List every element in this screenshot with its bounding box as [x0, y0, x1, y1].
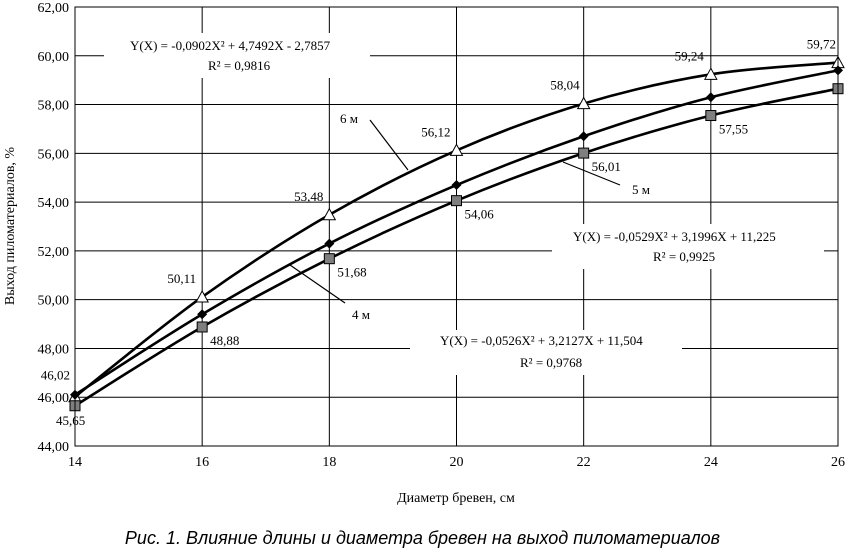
tick-labels: 44,00 46,00 48,00 50,00 52,00 54,00 56,00 58,00…: [38, 1, 845, 470]
diamond-marker: [451, 180, 462, 191]
data-label-4m: 45,65: [56, 413, 85, 428]
y-tick-label: 48,00: [38, 342, 70, 357]
data-label-4m: 51,68: [337, 265, 366, 280]
triangle-marker: [703, 67, 718, 80]
series-label-4m: 4 м: [289, 264, 370, 322]
diamond-marker: [324, 238, 335, 249]
x-tick-label: 20: [450, 455, 464, 470]
series-label-5m: 5 м: [562, 161, 650, 197]
data-label-6m: 59,24: [675, 48, 705, 63]
equation-4m: Y(X) = -0,0526X² + 3,2127X + 11,504: [440, 333, 643, 348]
data-label-6m: 59,72: [807, 37, 836, 52]
x-axis-title: Диаметр бревен, см: [397, 491, 515, 506]
y-tick-label: 56,00: [38, 147, 70, 162]
triangle-marker: [322, 207, 337, 221]
r2-6m: R² = 0,9816: [208, 58, 271, 73]
data-label-6m: 56,12: [421, 124, 450, 139]
equation-box-5m: Y(X) = -0,0529X² + 3,1996X + 11,225 R² =…: [552, 224, 824, 269]
triangle-marker: [576, 96, 591, 110]
y-axis-title: Выход пиломатериалов, %: [3, 147, 18, 306]
diamond-marker: [197, 309, 208, 320]
square-marker: [196, 321, 208, 333]
equation-6m: Y(X) = -0,0902X² + 4,7492X - 2,7857: [130, 38, 331, 53]
diamond-marker: [705, 92, 716, 103]
figure-caption: Рис. 1. Влияние длины и диаметра бревен …: [124, 528, 721, 548]
square-marker: [323, 253, 335, 265]
y-tick-label: 46,00: [38, 391, 70, 406]
diamond-marker: [578, 131, 589, 142]
data-label-6m: 58,04: [550, 78, 580, 93]
y-tick-label: 58,00: [38, 99, 70, 114]
data-label-4m: 56,01: [592, 159, 621, 174]
square-marker: [705, 110, 717, 122]
plot-frame: [74, 6, 839, 447]
equation-box-6m: Y(X) = -0,0902X² + 4,7492X - 2,7857 R² =…: [104, 33, 370, 78]
data-label-6m: 46,02: [41, 368, 70, 383]
y-tick-label: 54,00: [38, 196, 70, 211]
series-name-5m: 5 м: [632, 182, 650, 197]
y-tick-label: 50,00: [38, 294, 70, 309]
x-tick-label: 24: [704, 455, 718, 470]
data-label-6m: 50,11: [167, 271, 196, 286]
x-tick-label: 26: [831, 455, 845, 470]
r2-5m: R² = 0,9925: [653, 249, 715, 264]
r2-4m: R² = 0,9768: [520, 355, 582, 370]
y-tick-label: 44,00: [38, 440, 70, 455]
series-label-6m: 6 м: [340, 111, 409, 171]
square-marker: [578, 147, 590, 159]
y-tick-label: 60,00: [38, 50, 70, 65]
x-tick-label: 16: [195, 455, 209, 470]
y-tick-label: 62,00: [38, 1, 70, 16]
series-name-6m: 6 м: [340, 111, 358, 126]
data-label-6m: 53,48: [294, 189, 323, 204]
series-name-4m: 4 м: [352, 307, 370, 322]
triangle-marker: [195, 289, 210, 303]
x-tick-label: 14: [68, 455, 82, 470]
equation-5m: Y(X) = -0,0529X² + 3,1996X + 11,225: [573, 229, 776, 244]
y-tick-label: 52,00: [38, 245, 70, 260]
x-tick-label: 22: [577, 455, 591, 470]
x-tick-label: 18: [322, 455, 336, 470]
data-label-4m: 48,88: [210, 333, 239, 348]
chart: 44,00 46,00 48,00 50,00 52,00 54,00 56,00 58,00…: [3, 1, 845, 506]
equation-box-4m: Y(X) = -0,0526X² + 3,2127X + 11,504 R² =…: [410, 330, 682, 375]
square-marker: [451, 195, 462, 207]
data-label-4m: 57,55: [719, 122, 748, 137]
triangle-marker: [449, 143, 464, 156]
data-label-4m: 54,06: [465, 207, 495, 222]
data-labels: 46,02 50,11 53,48 56,12 58,04 59,24 59,72 45,65…: [41, 37, 836, 428]
